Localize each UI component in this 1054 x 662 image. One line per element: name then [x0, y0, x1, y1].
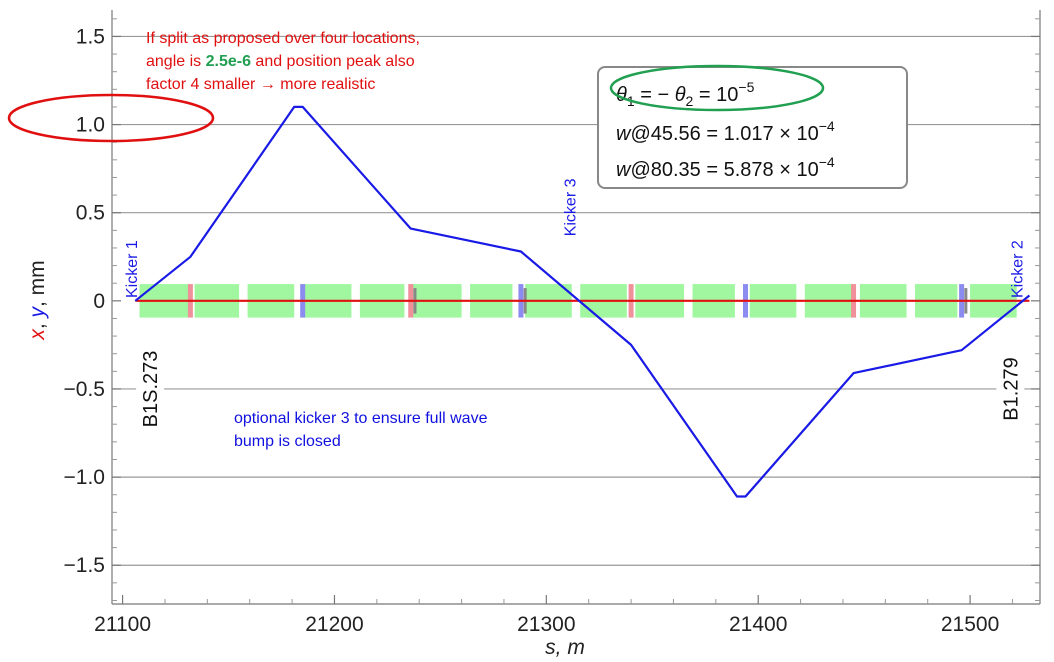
- element-label-1: B1.279: [1000, 357, 1022, 420]
- y-tick-label-1: −1.0: [64, 466, 105, 489]
- element-labels: B1S.273 B1.279: [136, 340, 1025, 437]
- series-line-0: [134, 105, 1031, 498]
- info-box-theta-line: θ1 = − θ2 = 10−5: [616, 79, 755, 109]
- info-theta-mid: = −: [635, 84, 675, 106]
- info-theta-exp: −5: [738, 79, 754, 95]
- info-w1-sym: w: [616, 123, 632, 145]
- element-label-bg-0: [136, 340, 165, 437]
- y-axis-title-sep1: ,: [26, 317, 49, 329]
- x-tick-label-1: 21200: [305, 613, 363, 636]
- red-note-line1: If split as proposed over four locations…: [146, 30, 420, 47]
- y-axis-title-sep2: , mm: [26, 260, 49, 307]
- info-theta-1: θ: [616, 84, 627, 106]
- blue-note: optional kicker 3 to ensure full wave bu…: [234, 410, 488, 450]
- x-tick-label-4: 21500: [941, 613, 999, 636]
- kicker-label-0: Kicker 1: [124, 240, 141, 298]
- x-axis-title: s, m: [545, 636, 585, 659]
- y-tick-label-6: 1.5: [76, 25, 105, 48]
- element-label-bg-1: [996, 340, 1025, 437]
- info-w2-exp: −4: [819, 154, 835, 170]
- info-theta-sub2: 2: [686, 93, 694, 109]
- x-tick-label-0: 21100: [94, 613, 151, 636]
- y-tick-label-4: 0.5: [76, 202, 105, 225]
- blue-note-line1: optional kicker 3 to ensure full wave: [234, 410, 488, 427]
- x-tick-label-3: 21400: [729, 613, 787, 636]
- axis-ticks: −1.5 −1.0 −0.5 0 0.5 1.0 1.5 21100 21200 21300 214…: [64, 18, 1040, 636]
- info-theta-2: θ: [675, 84, 686, 106]
- x-axis-title-text: s, m: [545, 636, 585, 659]
- y-axis-title-y: y: [26, 305, 49, 319]
- info-w1-exp: −4: [819, 118, 835, 134]
- series-lines: [134, 105, 1031, 498]
- info-box-w1-line: w@45.56 = 1.017 × 10−4: [616, 118, 835, 145]
- y-axis-title-x: x: [26, 328, 49, 341]
- red-note-line2: angle is 2.5e-6 and position peak also: [146, 53, 415, 70]
- red-highlight-ellipse: [7, 93, 215, 143]
- grid-lines: [112, 35, 1040, 566]
- blue-note-line2: bump is closed: [234, 433, 341, 450]
- element-label-0: B1S.273: [140, 351, 162, 428]
- green-highlight-ellipse: [609, 64, 825, 112]
- red-note-line3: factor 4 smaller → more realistic: [146, 76, 375, 93]
- kicker-labels: Kicker 1 Kicker 3 Kicker 2: [124, 178, 1027, 298]
- info-w2-text: @80.35 = 5.878 × 10: [630, 159, 818, 181]
- red-note-line2-a: angle is: [146, 53, 206, 70]
- y-tick-label-0: −1.5: [64, 554, 105, 577]
- y-axis-title: x, y, mm: [26, 260, 49, 340]
- red-note: If split as proposed over four locations…: [146, 30, 420, 93]
- info-w2-sym: w: [616, 159, 632, 181]
- red-note-line2-c: and position peak also: [251, 53, 415, 70]
- y-tick-label-3: 0: [93, 290, 105, 313]
- info-box-w2-line: w@80.35 = 5.878 × 10−4: [616, 154, 835, 181]
- info-box: θ1 = − θ2 = 10−5 w@45.56 = 1.017 × 10−4 …: [597, 66, 908, 189]
- kicker-label-1: Kicker 3: [563, 178, 580, 236]
- y-tick-label-2: −0.5: [64, 378, 105, 401]
- info-theta-end: = 10: [693, 84, 738, 106]
- y-tick-label-5: 1.0: [76, 114, 105, 137]
- x-tick-label-2: 21300: [517, 613, 575, 636]
- red-note-line2-b: 2.5e-6: [206, 53, 251, 70]
- kicker-label-2: Kicker 2: [1010, 240, 1027, 298]
- info-w1-text: @45.56 = 1.017 × 10: [630, 123, 818, 145]
